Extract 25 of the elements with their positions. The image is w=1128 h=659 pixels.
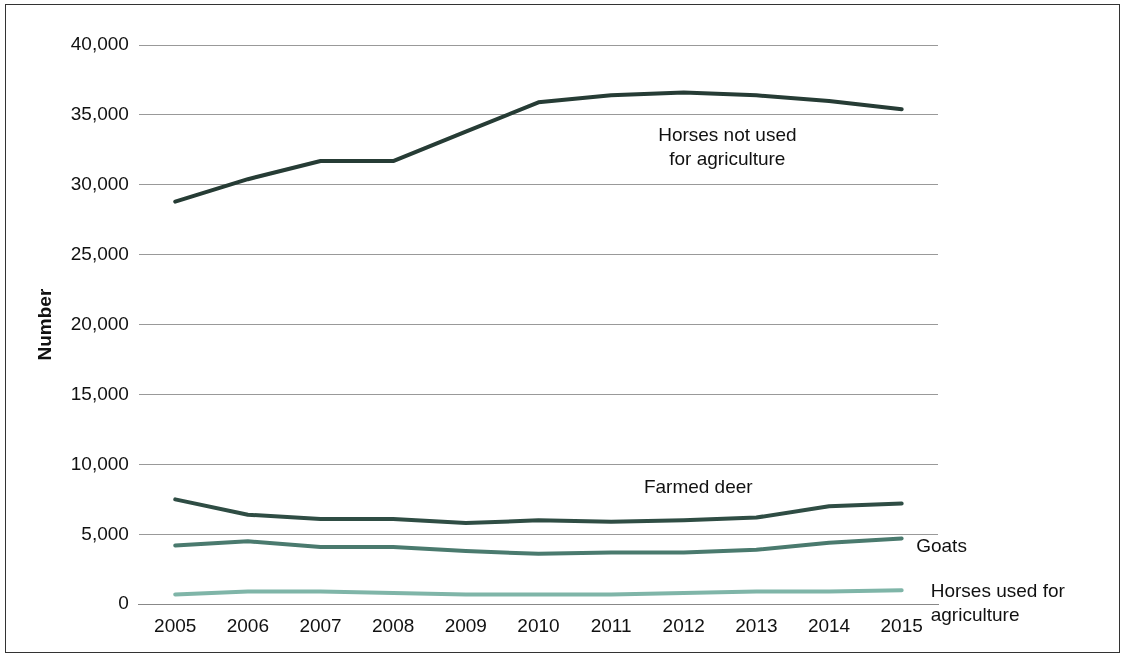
x-tick-label: 2005 <box>154 614 197 636</box>
x-tick-label: 2012 <box>662 614 705 636</box>
y-tick-label: 20,000 <box>70 312 129 334</box>
y-tick-label: 0 <box>118 592 129 614</box>
y-tick-label: 10,000 <box>70 452 129 474</box>
y-tick-label: 15,000 <box>70 382 129 404</box>
y-axis-title: Number <box>33 288 55 361</box>
series-label: Horses used for agriculture <box>930 580 1066 626</box>
y-tick-label: 35,000 <box>70 103 129 125</box>
x-tick-label: 2013 <box>735 614 778 636</box>
series-label: Goats <box>916 534 967 556</box>
y-tick-label: 30,000 <box>70 173 129 195</box>
x-tick-label: 2010 <box>517 614 560 636</box>
series-label: Farmed deer <box>643 475 754 497</box>
x-tick-label: 2007 <box>299 614 342 636</box>
x-tick-label: 2015 <box>880 614 923 636</box>
series-label: Horses not used for agriculture <box>658 123 797 169</box>
x-tick-label: 2006 <box>226 614 270 636</box>
y-tick-label: 40,000 <box>70 33 129 55</box>
y-tick-label: 25,000 <box>70 242 129 264</box>
y-tick-label: 5,000 <box>81 522 129 544</box>
x-tick-label: 2011 <box>590 614 632 636</box>
x-tick-label: 2009 <box>444 614 487 636</box>
x-tick-label: 2014 <box>807 614 851 636</box>
x-tick-label: 2008 <box>372 614 415 636</box>
